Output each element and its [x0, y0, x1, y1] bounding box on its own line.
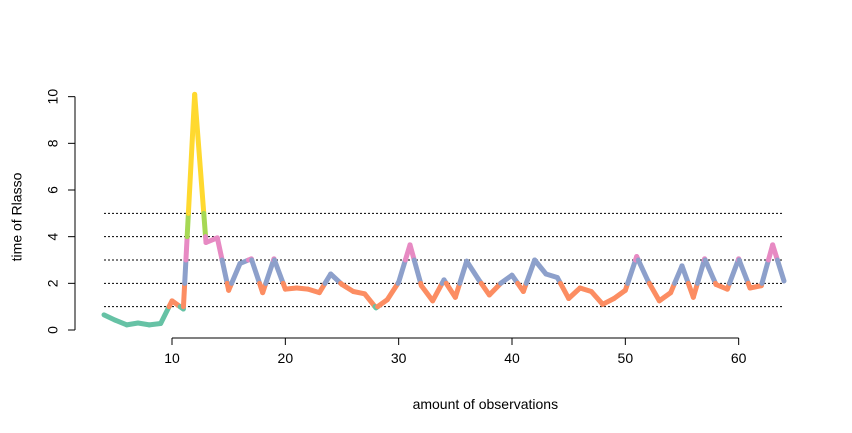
data-line-segment [201, 210, 209, 240]
data-line-segment [263, 257, 277, 286]
data-line-segment [407, 242, 417, 263]
data-line-segment [214, 235, 225, 263]
y-tick-label: 0 [45, 326, 61, 334]
data-line-segment [362, 291, 378, 310]
x-axis-title: amount of observations [413, 396, 559, 412]
data-line-segment [411, 257, 424, 286]
data-line-segment [183, 234, 190, 263]
data-line-segment [486, 280, 504, 298]
data-line-segment [532, 257, 549, 277]
data-line-segment [180, 280, 188, 310]
x-tick-label: 30 [391, 350, 407, 366]
data-line-segment [694, 257, 707, 286]
data-line-segment [430, 280, 445, 304]
x-axis-ticks: 10 20 30 40 50 60 [164, 338, 747, 366]
data-line-segment [774, 257, 787, 284]
data-line-segment [249, 257, 263, 286]
y-tick-label: 2 [45, 279, 61, 287]
data-line-segment [523, 257, 538, 286]
data-line-segment [182, 257, 189, 286]
axes [74, 96, 739, 339]
data-line-segment [457, 258, 470, 286]
data-line-segment [271, 257, 286, 286]
x-tick-label: 40 [504, 350, 520, 366]
data-line-segment [219, 257, 230, 286]
data-line-segment [384, 280, 401, 303]
data-line-segment [588, 289, 606, 307]
data-line-segment [158, 304, 172, 326]
data-line-segment [646, 280, 662, 304]
data-line-segment [192, 91, 207, 216]
data-line-segment [770, 242, 780, 263]
x-tick-label: 10 [164, 350, 180, 366]
data-line-segment [184, 210, 191, 240]
data-line-segment [625, 257, 638, 286]
y-tick-label: 6 [45, 186, 61, 194]
y-tick-label: 10 [45, 89, 61, 105]
x-tick-label: 50 [618, 350, 634, 366]
data-line-segment [396, 257, 408, 285]
y-axis-ticks: 0 2 4 6 8 10 [45, 89, 75, 334]
data-line-segment [185, 91, 198, 216]
y-tick-label: 8 [45, 139, 61, 147]
data-line-segment [736, 257, 751, 286]
data-line-segment [679, 263, 691, 286]
data-line-segment [229, 261, 243, 286]
data-line-segments [101, 91, 787, 328]
y-axis-title: time of Rlasso [9, 172, 25, 261]
data-line-segment [727, 257, 741, 286]
data-line-segment [759, 257, 771, 286]
x-tick-label: 20 [278, 350, 294, 366]
data-line-segment [464, 258, 481, 282]
x-tick-label: 60 [731, 350, 747, 366]
data-line-segment [566, 285, 583, 301]
data-line-segment [557, 280, 572, 301]
data-line-segment [702, 257, 718, 286]
data-line-segment [635, 257, 651, 284]
y-tick-label: 4 [45, 233, 61, 241]
data-line-segment [418, 283, 436, 304]
